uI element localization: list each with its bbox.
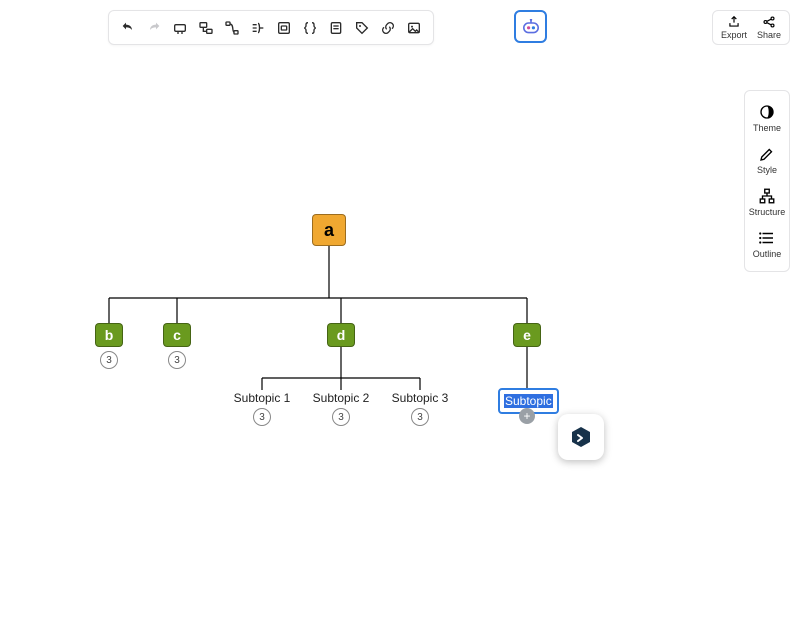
right-panel: Theme Style Structure Outline [744, 90, 790, 272]
node-c-label: c [173, 327, 181, 343]
node-d[interactable]: d [327, 323, 355, 347]
summary-button[interactable] [245, 15, 271, 41]
subtopic-3-badge[interactable]: 3 [411, 408, 429, 426]
theme-button[interactable]: Theme [747, 97, 787, 139]
summary-icon [250, 20, 266, 36]
mindmap-canvas[interactable]: a b 3 c 3 d e Subtopic 1 3 Subtopic 2 3 … [0, 0, 800, 618]
marker-button[interactable] [297, 15, 323, 41]
copilot-icon [521, 19, 541, 35]
relationship-button[interactable] [219, 15, 245, 41]
theme-label: Theme [753, 123, 781, 133]
structure-label: Structure [749, 207, 786, 217]
image-button[interactable] [401, 15, 427, 41]
export-icon [726, 15, 742, 29]
hexagon-icon [569, 425, 593, 449]
export-button[interactable]: Export [721, 15, 747, 40]
structure-icon [758, 187, 776, 205]
assistant-floating-button[interactable] [558, 414, 604, 460]
add-child-button[interactable]: + [519, 408, 535, 424]
share-label: Share [757, 30, 781, 40]
node-b-label: b [105, 327, 114, 343]
style-icon [758, 145, 776, 163]
node-c[interactable]: c [163, 323, 191, 347]
editing-subtopic-text: Subtopic [504, 394, 553, 408]
share-icon [761, 15, 777, 29]
main-toolbar [108, 10, 434, 45]
note-icon [328, 20, 344, 36]
topic-icon [172, 20, 188, 36]
style-button[interactable]: Style [747, 139, 787, 181]
node-b-badge[interactable]: 3 [100, 351, 118, 369]
subtopic-1-badge[interactable]: 3 [253, 408, 271, 426]
share-button[interactable]: Share [757, 15, 781, 40]
topic-button[interactable] [167, 15, 193, 41]
theme-icon [758, 103, 776, 121]
image-icon [406, 20, 422, 36]
undo-button[interactable] [115, 15, 141, 41]
export-label: Export [721, 30, 747, 40]
link-button[interactable] [375, 15, 401, 41]
top-actions: Export Share [712, 10, 790, 45]
relationship-icon [224, 20, 240, 36]
node-e[interactable]: e [513, 323, 541, 347]
outline-button[interactable]: Outline [747, 223, 787, 265]
braces-icon [302, 20, 318, 36]
boundary-button[interactable] [271, 15, 297, 41]
boundary-icon [276, 20, 292, 36]
subtopic-2-badge[interactable]: 3 [332, 408, 350, 426]
node-d-label: d [337, 327, 346, 343]
subtopic-icon [198, 20, 214, 36]
node-root[interactable]: a [312, 214, 346, 246]
copilot-button[interactable] [514, 10, 547, 43]
structure-button[interactable]: Structure [747, 181, 787, 223]
redo-icon [146, 20, 162, 36]
note-button[interactable] [323, 15, 349, 41]
undo-icon [120, 20, 136, 36]
subtopic-3[interactable]: Subtopic 3 [392, 391, 449, 405]
subtopic-1[interactable]: Subtopic 1 [234, 391, 291, 405]
node-b[interactable]: b [95, 323, 123, 347]
node-root-label: a [324, 220, 334, 241]
label-button[interactable] [349, 15, 375, 41]
subtopic-button[interactable] [193, 15, 219, 41]
redo-button[interactable] [141, 15, 167, 41]
node-e-label: e [523, 327, 531, 343]
connector-lines [0, 0, 800, 618]
style-label: Style [757, 165, 777, 175]
outline-label: Outline [753, 249, 782, 259]
label-icon [354, 20, 370, 36]
link-icon [380, 20, 396, 36]
outline-icon [758, 229, 776, 247]
subtopic-2[interactable]: Subtopic 2 [313, 391, 370, 405]
node-c-badge[interactable]: 3 [168, 351, 186, 369]
